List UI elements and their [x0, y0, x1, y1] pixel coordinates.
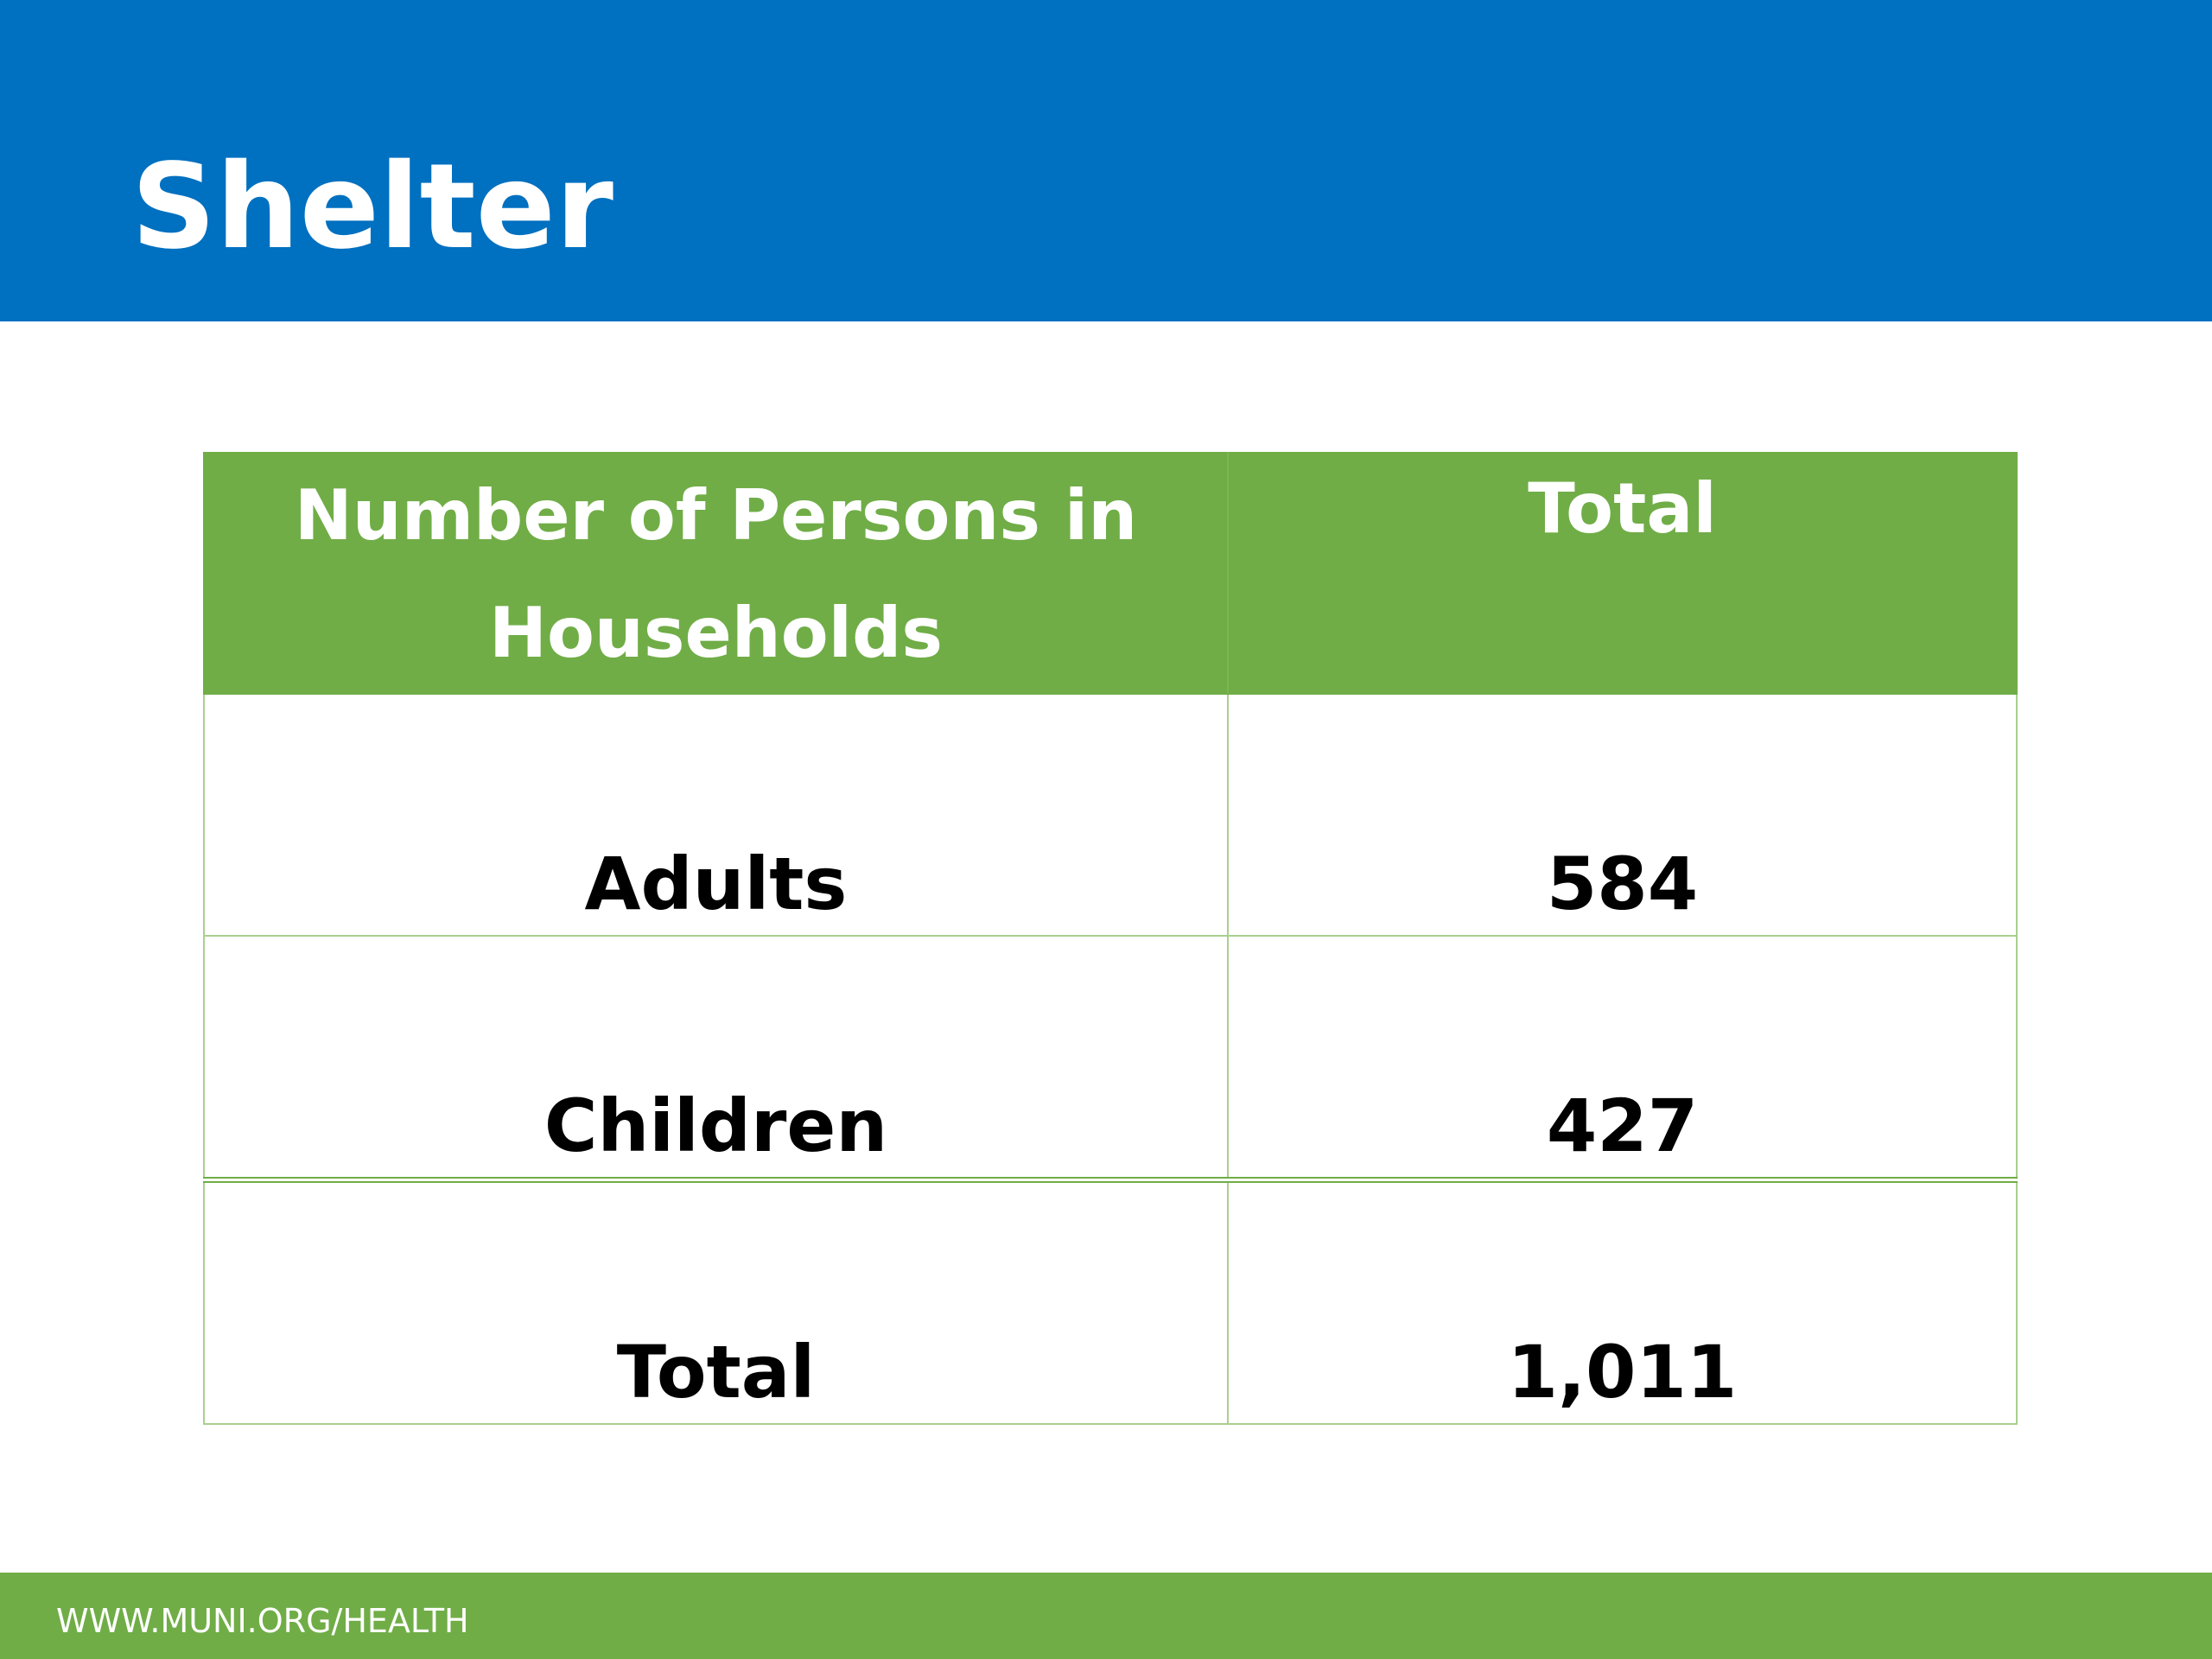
row-value-adults: 584: [1227, 694, 2018, 937]
row-value-children: 427: [1227, 936, 2018, 1183]
footer-url: WWW.MUNI.ORG/HEALTH: [56, 1602, 469, 1640]
column-header-total: Total: [1227, 452, 2018, 695]
row-label-adults: Adults: [203, 694, 1229, 937]
table-row: Children 427: [203, 936, 2018, 1183]
column-header-persons: Number of Persons in Households: [203, 452, 1229, 695]
row-label-children: Children: [203, 936, 1229, 1183]
slide-title: Shelter: [131, 139, 613, 276]
table-total-row: Total 1,011: [203, 1179, 2018, 1425]
data-table: Number of Persons in Households Total Ad…: [203, 452, 2018, 1425]
header-band: [0, 0, 2212, 321]
row-value-total: 1,011: [1227, 1179, 2018, 1425]
table-header-row: Number of Persons in Households Total: [203, 452, 2018, 695]
row-label-total: Total: [203, 1179, 1229, 1425]
table-row: Adults 584: [203, 694, 2018, 937]
footer-band: [0, 1573, 2212, 1659]
